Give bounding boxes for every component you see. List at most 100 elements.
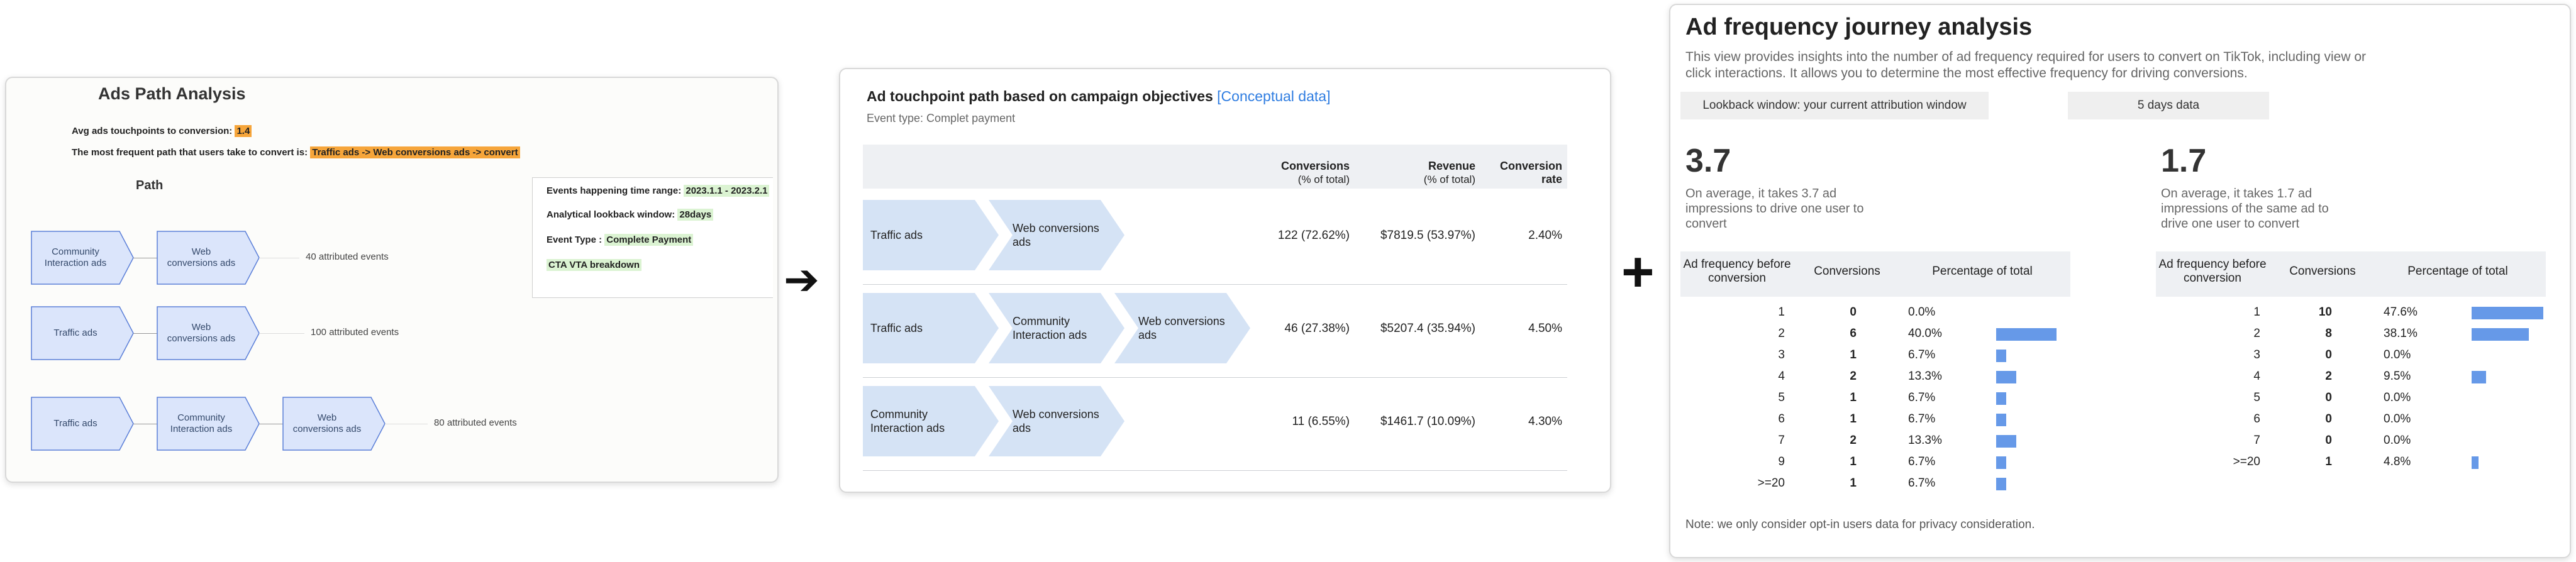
panel3-description: This view provides insights into the num… <box>1685 50 2367 80</box>
chevron-label: Community Interaction ads <box>870 408 945 434</box>
frequent-path-value: Traffic ads -> Web conversions ads -> co… <box>310 146 520 158</box>
percentage-bar <box>1996 328 2057 341</box>
col-percentage: Percentage of total <box>1932 265 2033 278</box>
frequency-row: >=20 1 4.8% <box>2156 451 2546 473</box>
frequency-value: 1 <box>2253 306 2260 319</box>
frequent-path-line: The most frequent path that users take t… <box>72 146 520 158</box>
percentage-bar <box>2472 307 2543 319</box>
col-conversions-label: Conversions <box>1280 160 1350 172</box>
chevron-shape <box>157 231 260 285</box>
path-step-chevron: Web conversions ads <box>157 306 260 360</box>
frequency-row: 3 1 6.7% <box>1680 344 2070 366</box>
chevron-shape <box>989 386 1124 456</box>
path-step-chevron: Community Interaction ads <box>31 231 134 285</box>
col-rate: Conversion rate <box>1482 160 1562 186</box>
frequency-value: 1 <box>1778 306 1785 319</box>
analysis-info-box: Events happening time range: 2023.1.1 - … <box>532 177 773 298</box>
row-divider <box>863 470 1567 471</box>
conversions-value: 0 <box>2325 348 2332 361</box>
avg-touchpoints-label: Avg ads touchpoints to conversion: <box>72 126 235 136</box>
row-divider <box>863 377 1567 378</box>
avg-touchpoints-line: Avg ads touchpoints to conversion: 1.4 <box>72 125 252 137</box>
path-step-chevron: Web conversions ads <box>157 231 260 285</box>
panel3-title: Ad frequency journey analysis <box>1685 14 2033 40</box>
frequency-value: 4 <box>2253 370 2260 383</box>
percentage-bar <box>1996 392 2007 405</box>
conceptual-data-link[interactable]: [Conceptual data] <box>1217 88 1331 104</box>
panel2-title: Ad touchpoint path based on campaign obj… <box>867 88 1218 104</box>
chevron-shape <box>31 397 134 451</box>
attributed-events-count: 100 attributed events <box>311 327 399 338</box>
attributed-events-count: 40 attributed events <box>306 251 389 262</box>
revenue-cell: $5207.4 (35.94%) <box>1380 322 1475 335</box>
frequency-row: 6 0 0.0% <box>2156 409 2546 430</box>
conversions-value: 1 <box>1850 455 1857 468</box>
chevron-label: Community Interaction ads <box>1013 315 1087 341</box>
panel2-title-line: Ad touchpoint path based on campaign obj… <box>867 88 1330 105</box>
touchpoint-step-chevron: Web conversions ads <box>989 386 1124 456</box>
path-step-chevron: Community Interaction ads <box>157 397 260 451</box>
percentage-value: 0.0% <box>2384 391 2411 404</box>
path-heading: Path <box>136 179 164 192</box>
avg-same-ad-impressions-value: 1.7 <box>2161 143 2207 179</box>
col-rate-label: Conversion <box>1499 160 1562 172</box>
plus-icon: + <box>1621 241 1655 304</box>
col-ad-frequency: Ad frequency before conversion <box>1683 258 1791 285</box>
avg-touchpoints-value: 1.4 <box>235 125 252 137</box>
conversions-value: 6 <box>1850 327 1857 340</box>
path-connector <box>133 333 157 334</box>
percentage-value: 6.7% <box>1908 412 1936 426</box>
percentage-value: 0.0% <box>2384 412 2411 426</box>
touchpoint-step-chevron: Traffic ads <box>863 293 999 363</box>
touchpoint-step-chevron: Web conversions ads <box>1114 293 1250 363</box>
cta-vta-line: CTA VTA breakdown <box>547 259 642 271</box>
frequency-row: 5 1 6.7% <box>1680 387 2070 409</box>
frequency-value: 7 <box>2253 434 2260 447</box>
chevron-label: Web conversions ads <box>1013 408 1099 434</box>
col-revenue-sub: (% of total) <box>1423 174 1475 185</box>
privacy-note: Note: we only consider opt-in users data… <box>1685 518 2035 531</box>
chevron-shape <box>282 397 386 451</box>
chevron-label: Traffic ads <box>53 418 97 429</box>
col-conversions: Conversions (% of total) <box>1224 160 1350 186</box>
frequency-row: 9 1 6.7% <box>1680 451 2070 473</box>
frequency-value: 2 <box>2253 327 2260 340</box>
chevron-shape <box>863 200 999 270</box>
days-data-pill[interactable]: 5 days data <box>2068 92 2269 119</box>
frequency-row: 7 0 0.0% <box>2156 430 2546 451</box>
event-type-line: Event Type : Complete Payment <box>547 234 694 246</box>
frequency-value: 3 <box>2253 348 2260 361</box>
chevron-shape <box>157 397 260 451</box>
frequency-row: 2 8 38.1% <box>2156 323 2546 344</box>
avg-same-ad-impressions-desc: On average, it takes 1.7 ad impressions … <box>2161 187 2329 231</box>
cta-vta-breakdown[interactable]: CTA VTA breakdown <box>547 259 642 271</box>
chevron-shape <box>863 386 999 456</box>
frequency-value: >=20 <box>1757 477 1785 490</box>
right-arrow-icon: ➔ <box>784 256 819 304</box>
conversions-value: 1 <box>1850 391 1857 404</box>
touchpoint-step-chevron: Traffic ads <box>863 200 999 270</box>
col-ad-frequency: Ad frequency before conversion <box>2158 258 2267 285</box>
chevron-shape <box>989 200 1124 270</box>
lookback-value: 28days <box>677 209 714 221</box>
time-range-value: 2023.1.1 - 2023.2.1 <box>684 185 770 197</box>
conversion-rate-cell: 4.30% <box>1528 415 1562 428</box>
conversion-rate-cell: 4.50% <box>1528 322 1562 335</box>
chevron-label: Traffic ads <box>870 322 923 334</box>
percentage-value: 13.3% <box>1908 370 1942 383</box>
lookback-window-pill[interactable]: Lookback window: your current attributio… <box>1680 92 1989 119</box>
revenue-cell: $7819.5 (53.97%) <box>1380 229 1475 242</box>
panel1-title: Ads Path Analysis <box>98 84 246 103</box>
frequency-value: 2 <box>1778 327 1785 340</box>
revenue-cell: $1461.7 (10.09%) <box>1380 415 1475 428</box>
conversions-cell: 122 (72.62%) <box>1277 229 1350 242</box>
chevron-shape <box>31 231 134 285</box>
frequency-row: 5 0 0.0% <box>2156 387 2546 409</box>
percentage-bar <box>1996 478 2007 490</box>
avg-impressions-desc: On average, it takes 3.7 ad impressions … <box>1685 187 1864 231</box>
frequency-row: 1 0 0.0% <box>1680 302 2070 323</box>
percentage-bar <box>1996 371 2016 383</box>
frequency-row: 2 6 40.0% <box>1680 323 2070 344</box>
frequency-value: 6 <box>1778 412 1785 426</box>
chevron-shape <box>157 306 260 360</box>
